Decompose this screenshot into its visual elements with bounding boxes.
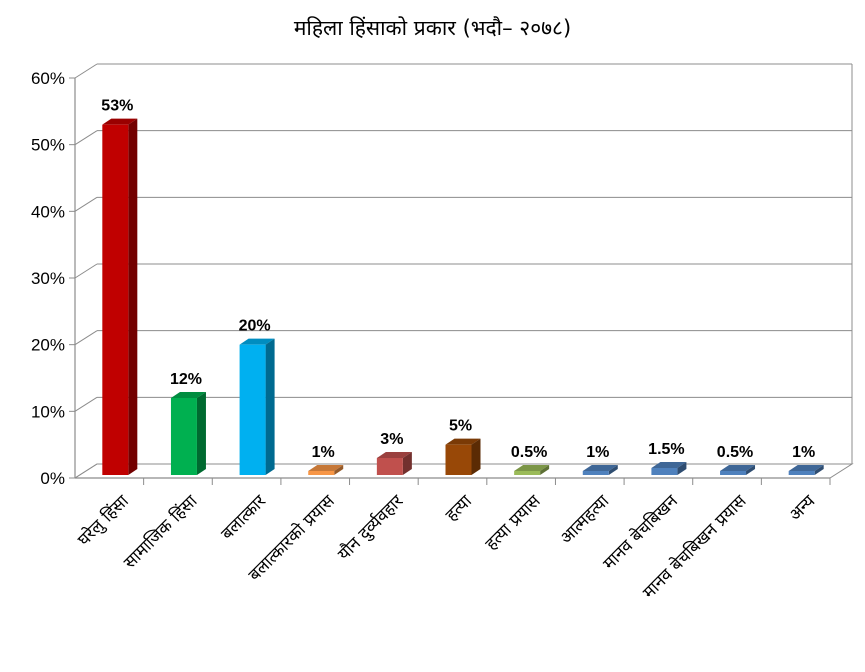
x-tick-label: सामाजिक हिंसा	[119, 490, 202, 573]
gridline-depth	[74, 263, 98, 279]
bar	[376, 458, 403, 475]
bar-side	[540, 465, 550, 475]
data-label: 53%	[101, 98, 133, 115]
bar-top	[788, 465, 824, 471]
data-label: 0.5%	[717, 444, 753, 461]
data-label: 1%	[312, 444, 335, 461]
bar	[445, 444, 472, 475]
bar-side	[746, 465, 756, 475]
bar-side	[677, 462, 687, 475]
bar	[514, 471, 541, 475]
bar-top	[445, 438, 481, 445]
gridline-depth	[74, 130, 98, 146]
bar	[239, 344, 266, 475]
bar-side	[402, 452, 412, 475]
bar	[582, 471, 609, 475]
data-label: 1%	[792, 444, 815, 461]
x-tick-label: बलात्कार	[217, 491, 271, 545]
bar	[651, 468, 678, 475]
y-tick-label: 20%	[31, 336, 65, 355]
grid-layer: 0% 10% 20% 30% 40% 50% 60%	[31, 63, 854, 488]
bar-side	[265, 338, 275, 475]
x-tick-label: घरेलु हिंसा	[73, 490, 133, 550]
bar	[102, 124, 129, 476]
x-tick-label: हत्या	[442, 491, 477, 526]
bar-top	[170, 392, 206, 398]
y-tick-label: 50%	[31, 136, 65, 155]
y-tick-label: 0%	[40, 469, 65, 488]
chart-title: महिला हिंसाको प्रकार (भदौ– २०७८)	[293, 16, 572, 40]
y-tick-label: 40%	[31, 202, 65, 221]
bar-side	[128, 118, 138, 476]
bar-top	[582, 465, 618, 471]
data-label: 12%	[170, 371, 202, 388]
bar-side	[334, 465, 344, 475]
labels-layer: 53% घरेलु हिंसा 12% सामाजिक हिंसा 20% बलात्का…	[73, 98, 820, 603]
bar-top	[239, 338, 275, 345]
bar	[788, 471, 815, 475]
x-tick-label: अन्य	[785, 491, 820, 526]
x-tick-label: यौन दुर्व्यवहार	[333, 490, 408, 565]
gridline-depth	[74, 63, 98, 79]
bar-top	[376, 452, 412, 458]
bar-side	[196, 392, 206, 475]
y-tick-label: 30%	[31, 269, 65, 288]
bar-side	[814, 465, 824, 475]
bar	[308, 471, 335, 475]
bars-layer	[102, 118, 824, 476]
bar-side	[471, 438, 481, 475]
data-label: 1%	[586, 444, 609, 461]
data-label: 0.5%	[511, 444, 547, 461]
bar-top	[102, 118, 138, 125]
gridline-depth	[74, 396, 98, 412]
data-label: 20%	[239, 318, 271, 335]
x-tick-label: आत्महत्या	[556, 491, 613, 548]
bar-top	[720, 465, 756, 471]
x-tick-label: हत्या प्रयास	[482, 491, 545, 554]
data-label: 5%	[449, 418, 472, 435]
bar-top	[308, 465, 344, 471]
bar-top	[514, 465, 550, 471]
bar	[720, 471, 747, 475]
gridline-depth	[74, 196, 98, 212]
data-label: 1.5%	[648, 441, 684, 458]
y-tick-label: 10%	[31, 402, 65, 421]
y-tick-label: 60%	[31, 69, 65, 88]
bar-top	[651, 462, 687, 468]
gridline-depth	[74, 330, 98, 346]
bar-side	[608, 465, 618, 475]
bar	[170, 398, 197, 475]
data-label: 3%	[380, 431, 403, 448]
